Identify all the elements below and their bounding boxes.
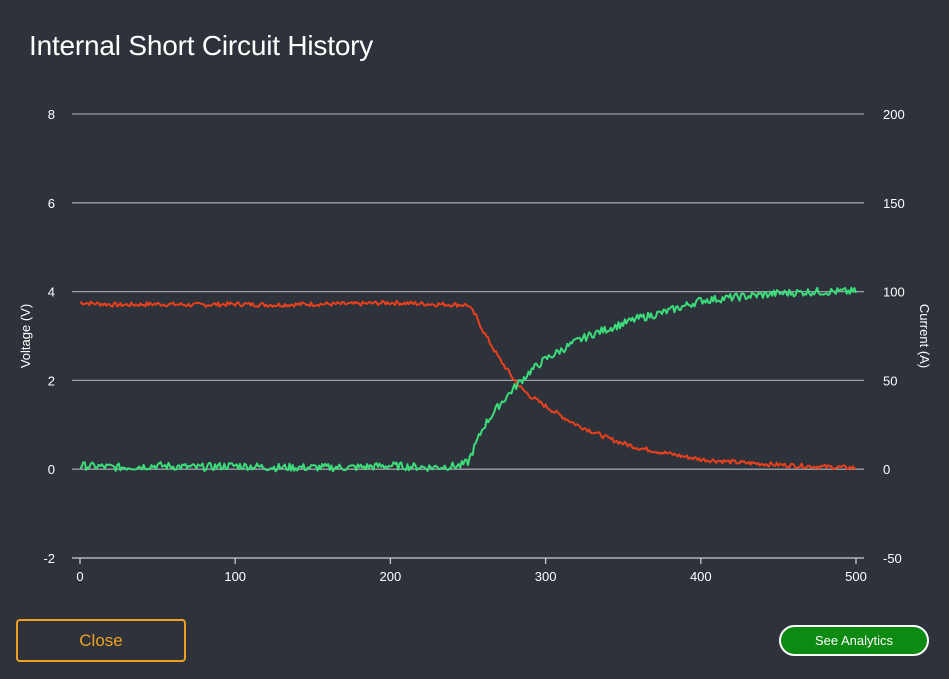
y-axis-right: -50 0 50 100 150 200 — [883, 107, 905, 566]
current-series-line — [79, 286, 857, 473]
y-right-tick-label: 150 — [883, 196, 905, 211]
y-axis-right-label: Current (A) — [917, 304, 932, 368]
chart-series — [79, 286, 857, 473]
y-right-tick-label: 200 — [883, 107, 905, 122]
x-axis: 0 100 200 300 400 500 — [72, 557, 867, 584]
y-left-tick-label: 2 — [48, 373, 55, 388]
y-axis-left: -2 0 2 4 6 8 — [43, 107, 55, 566]
x-tick-label: 300 — [535, 569, 557, 584]
x-tick-label: 500 — [845, 569, 867, 584]
y-left-tick-label: 4 — [48, 285, 55, 300]
y-right-tick-label: -50 — [883, 551, 902, 566]
y-right-tick-label: 0 — [883, 462, 890, 477]
y-left-tick-label: -2 — [43, 551, 55, 566]
x-tick-label: 0 — [76, 569, 83, 584]
y-left-tick-label: 0 — [48, 462, 55, 477]
y-right-tick-label: 100 — [883, 285, 905, 300]
x-tick-label: 400 — [690, 569, 712, 584]
y-right-tick-label: 50 — [883, 373, 897, 388]
x-tick-label: 100 — [224, 569, 246, 584]
y-axis-left-label: Voltage (V) — [18, 304, 33, 368]
y-left-tick-label: 8 — [48, 107, 55, 122]
close-button[interactable]: Close — [16, 619, 186, 662]
dialog-title: Internal Short Circuit History — [29, 30, 374, 61]
chart-grid — [72, 113, 864, 470]
x-tick-label: 200 — [380, 569, 402, 584]
voltage-series-line — [79, 299, 857, 471]
y-left-tick-label: 6 — [48, 196, 55, 211]
see-analytics-button[interactable]: See Analytics — [779, 625, 929, 656]
